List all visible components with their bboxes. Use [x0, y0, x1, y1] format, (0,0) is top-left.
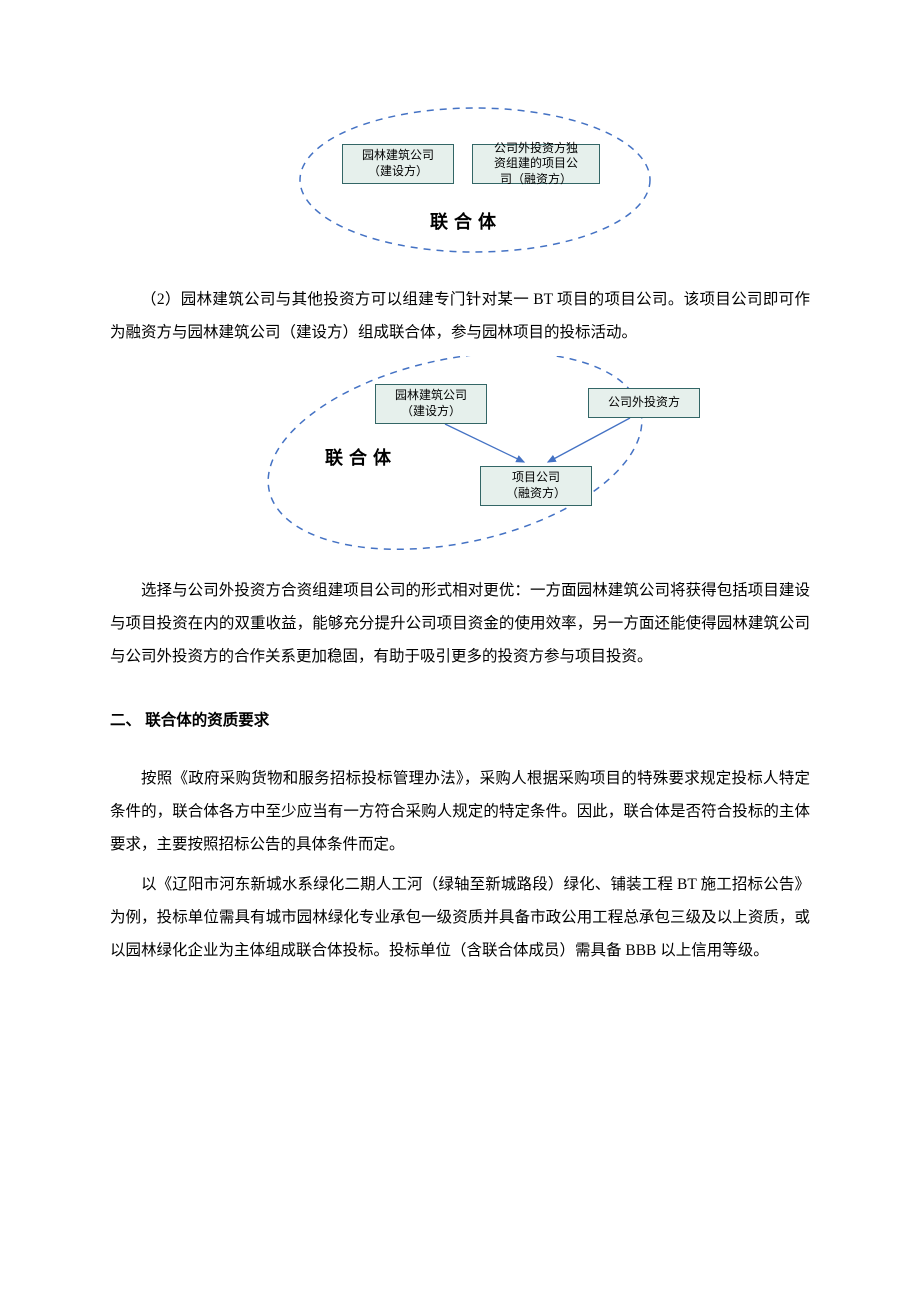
node-line: 司（融资方） [500, 172, 572, 188]
node-line: 园林建筑公司 [362, 148, 434, 164]
diagram-consortium-1: 园林建筑公司 （建设方） 公司外投资方独 资组建的项目公 司（融资方） 联合体 [280, 100, 670, 265]
node-line: 项目公司 [512, 470, 560, 486]
node-external-investor: 公司外投资方 [588, 388, 700, 418]
document-page: 园林建筑公司 （建设方） 公司外投资方独 资组建的项目公 司（融资方） 联合体 … [0, 0, 920, 1033]
consortium-label-2: 联合体 [325, 444, 397, 470]
node-line: （建设方） [401, 404, 461, 420]
node-line: 资组建的项目公 [494, 156, 578, 172]
paragraph-4: 以《辽阳市河东新城水系绿化二期人工河（绿轴至新城路段）绿化、铺装工程 BT 施工… [110, 868, 810, 968]
diagram-consortium-2: 园林建筑公司 （建设方） 公司外投资方 项目公司 （融资方） 联合体 [260, 356, 720, 556]
consortium-label-1: 联合体 [430, 208, 502, 234]
arrow-right-to-project [548, 418, 630, 462]
paragraph-3: 按照《政府采购货物和服务招标投标管理办法》，采购人根据采购项目的特殊要求规定投标… [110, 762, 810, 862]
node-line: （建设方） [368, 164, 428, 180]
arrow-left-to-project [445, 424, 524, 462]
node-line: 公司外投资方独 [494, 141, 578, 157]
node-line: 园林建筑公司 [395, 388, 467, 404]
paragraph-2: 选择与公司外投资方合资组建项目公司的形式相对更优：一方面园林建筑公司将获得包括项… [110, 574, 810, 674]
node-construction-party-2: 园林建筑公司 （建设方） [375, 384, 487, 424]
section-heading-2: 二、 联合体的资质要求 [110, 708, 810, 730]
node-project-company: 项目公司 （融资方） [480, 466, 592, 506]
paragraph-1: （2）园林建筑公司与其他投资方可以组建专门针对某一 BT 项目的项目公司。该项目… [110, 283, 810, 350]
node-line: （融资方） [506, 486, 566, 502]
node-construction-party-1: 园林建筑公司 （建设方） [342, 144, 454, 184]
node-line: 公司外投资方 [608, 395, 680, 411]
node-financing-party-1: 公司外投资方独 资组建的项目公 司（融资方） [472, 144, 600, 184]
